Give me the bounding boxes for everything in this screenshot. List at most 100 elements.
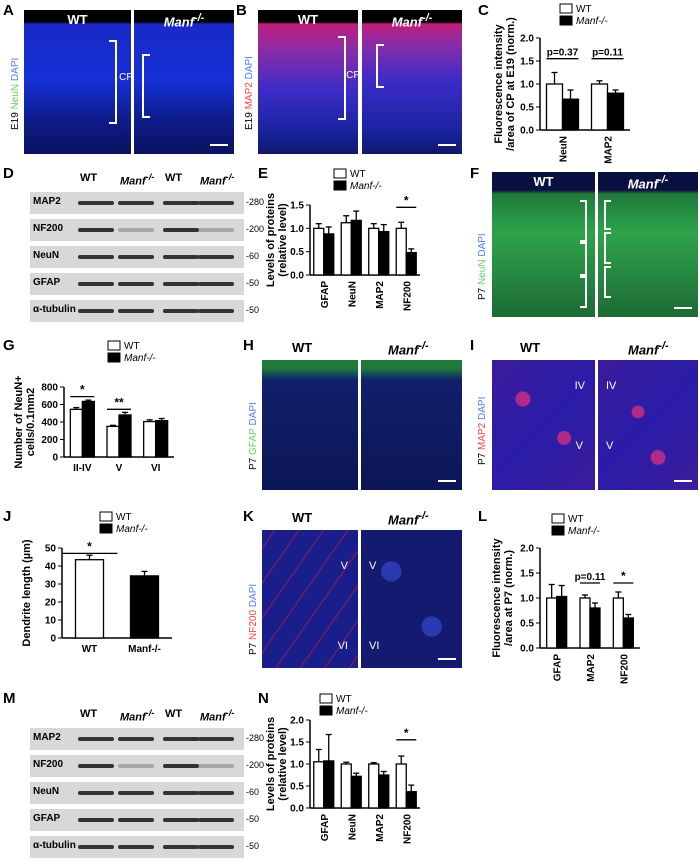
y-tick-label: 1.0 (520, 80, 534, 91)
blot-strip: NeuN (30, 782, 244, 804)
y-tick-label: 1.5 (290, 738, 304, 749)
y-axis-label: Number of NeuN+cells/0.1mm2 (13, 375, 37, 468)
y-axis-label-line: Levels of proteins (265, 193, 277, 287)
h-ko-title: Manf-/- (388, 340, 429, 358)
legend-label: Manf-/- (568, 526, 600, 537)
blot-strip: α-tubulin (30, 836, 244, 858)
significance-label: * (80, 383, 85, 397)
blot-protein-label: MAP2 (33, 196, 61, 207)
blot-band (198, 282, 234, 286)
y-axis-label-line: Levels of proteins (265, 717, 277, 811)
y-axis-label: Levels of proteins(relative level) (265, 717, 289, 811)
significance-label: * (404, 726, 409, 740)
blot-strip: NF200 (30, 219, 244, 241)
blot-band (118, 764, 154, 768)
blot-marker: -280 (246, 197, 265, 207)
bar (118, 414, 132, 458)
blot-strip: NF200 (30, 755, 244, 777)
panel-label-e: E (258, 165, 269, 182)
y-tick-label: 0.5 (520, 619, 534, 630)
blot-marker: -50 (246, 305, 260, 315)
x-tick-label: NF200 (619, 654, 630, 684)
layer-label-iv: IV (574, 380, 585, 392)
bar (313, 227, 325, 276)
y-tick-label: 0.0 (290, 804, 304, 815)
micrograph-i-ko: IV V (598, 360, 698, 490)
blot-band (163, 255, 199, 259)
x-tick-label: NeuN (559, 136, 570, 162)
layer-label-vi: VI (337, 640, 348, 652)
y-tick-label: 20 (45, 598, 57, 609)
blot-marker: -50 (246, 841, 260, 851)
legend-label: Manf-/- (350, 181, 382, 192)
blot-band (198, 309, 234, 313)
blot-protein-label: MAP2 (33, 732, 61, 743)
scale-bar (438, 480, 456, 482)
y-tick-label: 2.0 (520, 34, 534, 45)
blot-lane-header: Manf-/- (120, 172, 155, 188)
blot-marker: -60 (246, 251, 260, 261)
blot-lane-header: WT (165, 708, 183, 720)
blot-band (78, 255, 114, 259)
panel-label-f: F (470, 165, 480, 182)
bar (405, 251, 417, 276)
y-axis-label-line: cells/0.1mm2 (25, 388, 37, 457)
blot-strip: α-tubulin (30, 300, 244, 322)
legend-label: WT (576, 4, 592, 15)
blot-band (198, 764, 234, 768)
cp-bracket (338, 36, 346, 120)
blot-band (163, 791, 199, 795)
layer-label-v: V (369, 560, 377, 572)
blot-protein-label: NeuN (33, 250, 60, 261)
bar (340, 763, 352, 809)
y-tick-label: 0.0 (520, 644, 534, 655)
blot-band (198, 201, 234, 205)
y-axis-label-line: (relative level) (277, 203, 289, 277)
i-wt-title: WT (520, 340, 541, 355)
x-tick-label: II-IV (73, 463, 92, 474)
side-label-f: P7 NeuN DAPI (477, 233, 488, 300)
blot-band (78, 791, 114, 795)
bar (106, 425, 120, 458)
bar (378, 774, 390, 809)
bar (612, 597, 624, 649)
scale-bar (674, 307, 692, 309)
bar (143, 420, 157, 458)
cp-label: CP (346, 70, 358, 81)
bar (313, 761, 325, 809)
bar (350, 775, 362, 809)
side-label-i: P7 MAP2 DAPI (477, 396, 488, 465)
bar (340, 222, 352, 276)
legend-swatch (559, 15, 573, 26)
significance-label: * (404, 193, 409, 207)
k-ko-title: Manf-/- (388, 510, 429, 528)
blot-band (118, 228, 154, 232)
blot-marker: -50 (246, 814, 260, 824)
scale-bar (210, 144, 228, 146)
i-ko-title: Manf-/- (628, 340, 669, 358)
micrograph-a-wt: WT CP (24, 10, 131, 154)
panel-label-h: H (243, 337, 254, 354)
side-label-b: E19 MAP2 DAPI (244, 56, 255, 130)
blot-band (78, 201, 114, 205)
legend-label: Manf-/- (336, 706, 368, 717)
legend-label: Manf-/- (576, 16, 608, 27)
legend-swatch (107, 340, 121, 351)
layer-label-v: V (606, 440, 614, 452)
significance-label: p=0.37 (547, 48, 579, 59)
chart-l: 0.0 0.5 1.0 1.5 2.0 Fluorescence intensity/ar… (491, 513, 640, 684)
significance-label: * (87, 539, 92, 553)
y-axis-label: Fluorescence intensity/area at P7 (norm.… (491, 538, 515, 658)
bracket (376, 44, 384, 88)
legend-swatch (99, 511, 113, 522)
k-wt-title: WT (292, 510, 313, 525)
y-tick-label: 0.0 (520, 126, 534, 137)
blot-protein-label: GFAP (33, 813, 61, 824)
significance-label: p=0.11 (575, 572, 606, 583)
legend-label: WT (350, 169, 366, 180)
blot-band (163, 309, 199, 313)
bar (368, 227, 380, 276)
panel-label-b: B (236, 2, 247, 19)
blot-band (78, 764, 114, 768)
